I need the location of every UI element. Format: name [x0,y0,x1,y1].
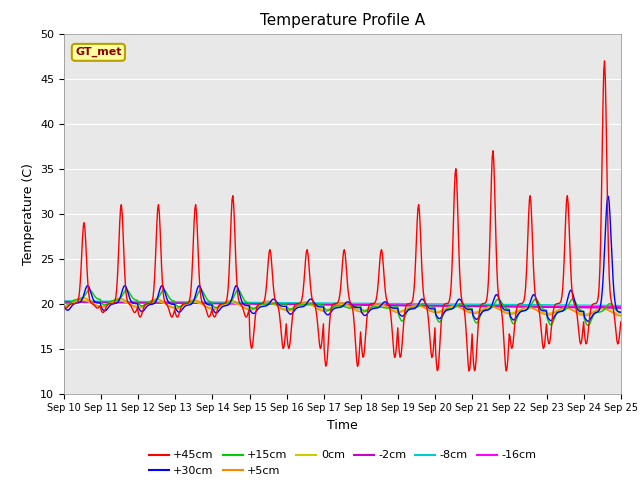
+15cm [128,294,136,300]
+15cm [617,309,625,315]
Line: +5cm: +5cm [64,298,621,316]
+30cm [60,304,68,310]
+5cm [580,313,588,319]
0cm [617,311,625,317]
+5cm [617,313,625,319]
-8cm [214,299,221,305]
+30cm [605,193,612,199]
-2cm [410,303,418,309]
Line: -8cm: -8cm [64,301,621,305]
Line: -2cm: -2cm [64,302,621,308]
+5cm [128,303,136,309]
0cm [214,304,222,310]
0cm [78,298,86,303]
-16cm [60,299,68,305]
-16cm [214,300,221,306]
-2cm [214,300,221,306]
+45cm [184,300,192,306]
+15cm [60,299,68,305]
0cm [60,303,68,309]
+15cm [411,305,419,311]
+5cm [70,299,78,304]
+30cm [127,299,135,304]
Y-axis label: Temperature (C): Temperature (C) [22,163,35,264]
+45cm [465,368,473,374]
-16cm [184,300,192,306]
-8cm [184,299,192,305]
Legend: +45cm, +30cm, +15cm, +5cm, 0cm, -2cm, -8cm, -16cm: +45cm, +30cm, +15cm, +5cm, 0cm, -2cm, -8… [145,446,540,480]
+5cm [214,305,222,311]
+45cm [70,301,78,307]
+30cm [70,301,78,307]
+5cm [78,295,86,300]
+5cm [185,299,193,304]
+30cm [184,302,192,308]
-16cm [127,300,135,305]
+45cm [60,304,68,310]
Title: Temperature Profile A: Temperature Profile A [260,13,425,28]
0cm [128,302,136,308]
-2cm [127,300,135,305]
+45cm [214,307,221,313]
+15cm [86,287,93,293]
+15cm [214,304,222,310]
+45cm [127,304,135,310]
Line: 0cm: 0cm [64,300,621,314]
Line: +15cm: +15cm [64,290,621,325]
-8cm [410,301,418,307]
-8cm [70,298,78,304]
+45cm [617,319,625,324]
+5cm [411,302,419,308]
+30cm [617,310,625,315]
-2cm [60,299,68,305]
-16cm [410,302,418,308]
0cm [185,300,193,306]
+5cm [428,309,435,314]
-8cm [426,301,434,307]
-8cm [617,302,625,308]
+15cm [428,304,435,310]
+15cm [185,300,193,305]
-2cm [617,305,625,311]
0cm [70,300,78,305]
+45cm [601,58,609,64]
+45cm [410,287,418,292]
0cm [580,311,588,317]
-8cm [60,298,68,304]
+30cm [214,310,221,315]
-16cm [426,302,434,308]
Line: -16cm: -16cm [64,302,621,307]
Line: +30cm: +30cm [64,196,621,321]
-2cm [426,303,434,309]
+45cm [426,341,434,347]
-16cm [70,299,78,305]
+30cm [410,306,418,312]
Text: GT_met: GT_met [75,47,122,58]
+5cm [60,304,68,310]
Line: +45cm: +45cm [64,61,621,371]
+30cm [584,318,592,324]
0cm [428,308,435,313]
+15cm [70,297,78,303]
0cm [411,303,419,309]
+15cm [584,323,592,328]
-2cm [70,299,78,305]
-2cm [184,300,192,306]
+30cm [426,306,434,312]
-8cm [127,299,135,304]
X-axis label: Time: Time [327,419,358,432]
-16cm [617,304,625,310]
